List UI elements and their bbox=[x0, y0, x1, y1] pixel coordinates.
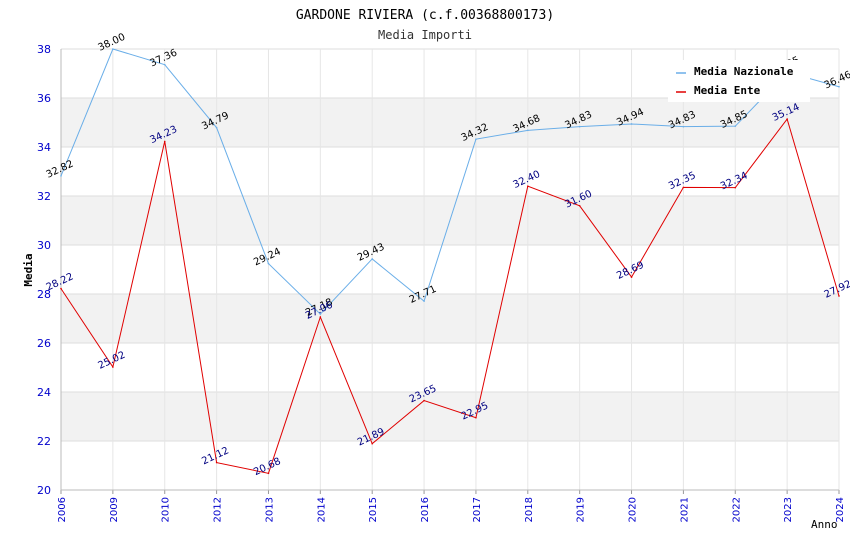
data-point-media-ente bbox=[267, 472, 270, 475]
x-tick-label: 2010 bbox=[161, 497, 172, 522]
data-point-media-ente bbox=[682, 186, 685, 189]
y-axis-title: Media bbox=[22, 253, 35, 286]
grid-band bbox=[61, 343, 839, 392]
data-point-media-ente bbox=[163, 140, 166, 143]
data-point-media-nazionale bbox=[267, 262, 270, 265]
data-point-media-nazionale bbox=[682, 125, 685, 128]
x-tick-label: 2024 bbox=[835, 497, 846, 522]
legend: Media Nazionale Media Ente bbox=[668, 60, 810, 102]
x-tick-label: 2021 bbox=[679, 497, 690, 522]
x-tick-label: 2013 bbox=[264, 497, 275, 522]
data-point-media-ente bbox=[60, 287, 62, 290]
data-point-media-nazionale bbox=[163, 63, 166, 66]
x-tick-label: 2009 bbox=[109, 497, 120, 522]
data-point-media-nazionale bbox=[734, 125, 737, 127]
x-tick-label: 2022 bbox=[731, 497, 742, 522]
data-point-media-nazionale bbox=[60, 175, 62, 177]
y-tick-label: 34 bbox=[37, 141, 51, 154]
y-tick-label: 28 bbox=[37, 288, 51, 301]
x-axis-title: Anno bbox=[811, 518, 838, 531]
chart-subtitle: Media Importi bbox=[378, 28, 472, 42]
y-tick-label: 36 bbox=[37, 92, 51, 105]
x-tick-label: 2006 bbox=[57, 497, 68, 522]
data-point-media-nazionale bbox=[319, 313, 322, 315]
grid-band bbox=[61, 294, 839, 343]
data-point-media-ente bbox=[838, 295, 840, 297]
x-tick-label: 2019 bbox=[576, 497, 587, 522]
x-tick-label: 2016 bbox=[420, 497, 431, 522]
y-tick-label: 20 bbox=[37, 484, 51, 497]
grid-band bbox=[61, 392, 839, 441]
data-point-media-nazionale bbox=[838, 85, 840, 88]
x-tick-label: 2018 bbox=[524, 497, 535, 522]
y-tick-label: 32 bbox=[37, 190, 51, 203]
grid-bands bbox=[61, 49, 839, 490]
data-point-media-ente bbox=[215, 461, 218, 464]
data-point-media-ente bbox=[423, 399, 425, 402]
data-point-media-nazionale bbox=[215, 126, 218, 129]
legend-background bbox=[668, 60, 810, 102]
y-tick-label: 24 bbox=[37, 386, 51, 399]
x-tick-label: 2015 bbox=[368, 497, 379, 522]
y-tick-label: 30 bbox=[37, 239, 51, 252]
grid-band bbox=[61, 441, 839, 490]
grid-band bbox=[61, 245, 839, 294]
data-point-media-ente bbox=[371, 442, 374, 445]
series-line-media-ente bbox=[60, 117, 840, 474]
data-point-media-ente bbox=[578, 205, 581, 207]
series-line-media-nazionale bbox=[60, 48, 840, 315]
data-point-media-ente bbox=[734, 186, 737, 189]
data-point-media-ente bbox=[786, 118, 788, 120]
data-point-media-ente bbox=[630, 276, 633, 278]
grid-band bbox=[61, 98, 839, 147]
data-point-media-ente bbox=[319, 316, 322, 318]
legend-label-media-ente: Media Ente bbox=[694, 84, 761, 97]
data-point-media-nazionale bbox=[371, 258, 374, 260]
y-tick-label: 22 bbox=[37, 435, 51, 448]
legend-label-media-nazionale: Media Nazionale bbox=[694, 65, 794, 78]
series-lines bbox=[60, 48, 840, 475]
data-point-media-nazionale bbox=[630, 123, 633, 125]
data-point-media-nazionale bbox=[527, 129, 529, 132]
x-tick-label: 2017 bbox=[472, 497, 483, 522]
data-point-media-nazionale bbox=[112, 48, 114, 50]
data-point-media-nazionale bbox=[423, 300, 425, 302]
data-point-media-ente bbox=[112, 366, 114, 368]
x-tick-label: 2020 bbox=[628, 497, 639, 522]
data-point-media-nazionale bbox=[475, 138, 477, 140]
y-tick-label: 38 bbox=[37, 43, 51, 56]
chart-title: GARDONE RIVIERA (c.f.00368800173) bbox=[296, 8, 554, 23]
data-point-media-ente bbox=[527, 185, 529, 187]
data-point-media-nazionale bbox=[578, 125, 581, 128]
data-point-media-ente bbox=[475, 416, 477, 419]
x-tick-label: 2014 bbox=[316, 497, 327, 522]
y-tick-label: 26 bbox=[37, 337, 51, 350]
x-tick-label: 2012 bbox=[213, 497, 224, 522]
x-tick-label: 2023 bbox=[783, 497, 794, 522]
